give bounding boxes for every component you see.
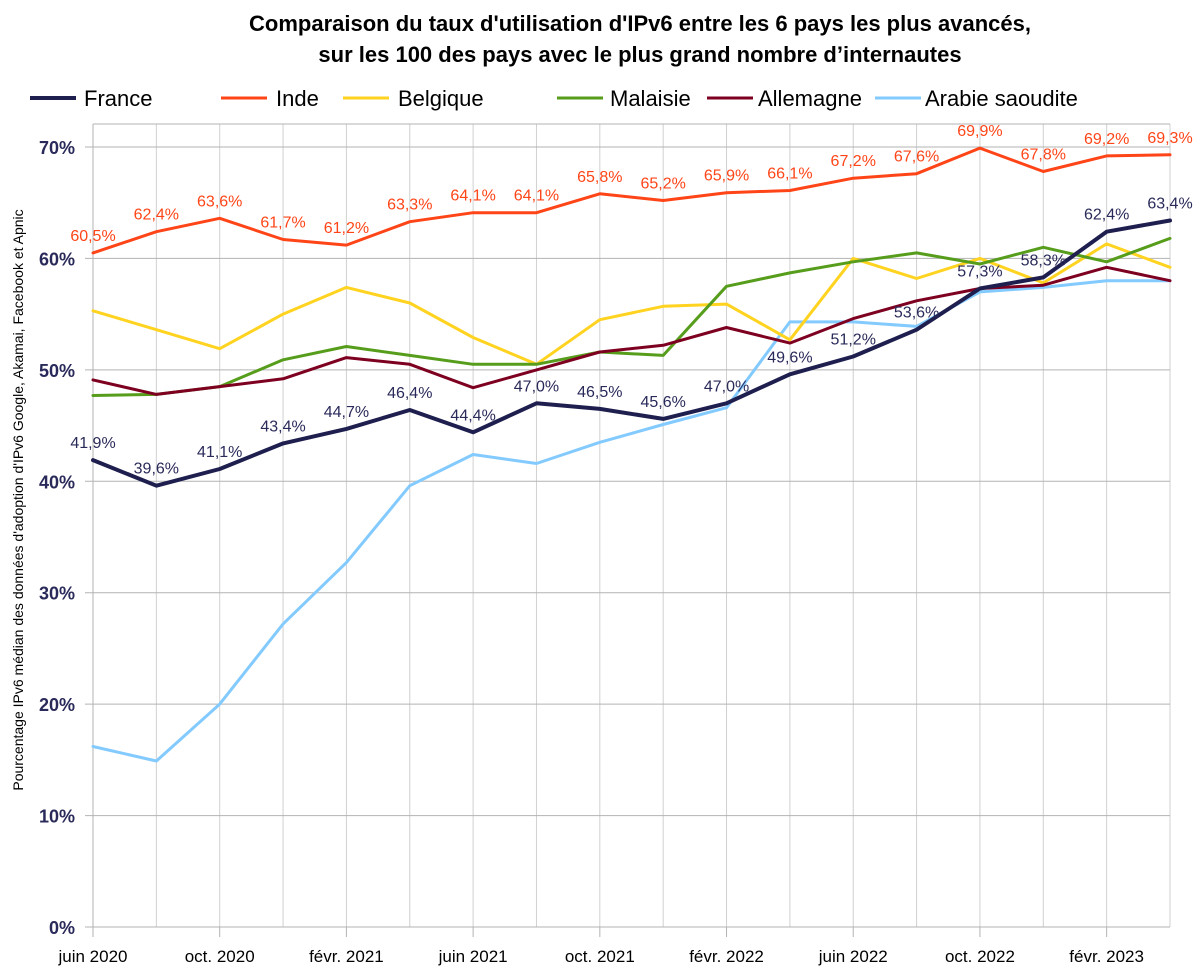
legend-label: Arabie saoudite xyxy=(925,86,1078,111)
data-label-inde: 63,3% xyxy=(387,197,432,214)
data-label-france: 62,4% xyxy=(1084,207,1129,224)
data-label-france: 44,7% xyxy=(324,404,369,421)
data-label-inde: 69,9% xyxy=(957,123,1002,140)
series-line-belgique xyxy=(91,242,1172,366)
series-line-arabie-saoudite xyxy=(91,279,1172,763)
data-label-inde: 62,4% xyxy=(134,207,179,224)
data-label-france: 43,4% xyxy=(260,418,305,435)
y-tick-label: 10% xyxy=(39,807,75,827)
data-label-france: 51,2% xyxy=(831,331,876,348)
data-label-inde: 61,7% xyxy=(260,214,305,231)
legend: France Inde Belgique Malaisie Allemagne Arabi… xyxy=(30,86,1078,111)
chart-title: Comparaison du taux d'utilisation d'IPv6… xyxy=(249,11,1031,67)
x-tick-label: oct. 2021 xyxy=(565,947,635,966)
legend-label: Inde xyxy=(276,86,319,111)
data-label-inde: 65,9% xyxy=(704,168,749,185)
y-axis-title: Pourcentage IPv6 médian des données d'ad… xyxy=(10,209,26,790)
legend-item-allemagne: Allemagne xyxy=(707,86,862,111)
x-tick-label: juin 2021 xyxy=(438,947,508,966)
x-tick-label: févr. 2022 xyxy=(689,947,764,966)
data-label-france: 53,6% xyxy=(894,305,939,322)
x-axis-ticks: juin 2020 oct. 2020 févr. 2021 juin 2021 oct… xyxy=(57,927,1144,966)
y-tick-label: 20% xyxy=(39,695,75,715)
y-tick-label: 0% xyxy=(49,918,75,938)
data-label-inde: 67,2% xyxy=(831,153,876,170)
series-line-malaisie xyxy=(91,236,1172,397)
chart-title-line-2: sur les 100 des pays avec le plus grand … xyxy=(318,42,961,67)
data-label-inde: 69,3% xyxy=(1147,130,1192,147)
data-label-france: 39,6% xyxy=(134,461,179,478)
y-tick-label: 60% xyxy=(39,249,75,269)
data-label-france: 44,4% xyxy=(450,407,495,424)
legend-label: Belgique xyxy=(398,86,484,111)
gridlines xyxy=(85,123,1171,928)
y-tick-label: 30% xyxy=(39,584,75,604)
data-label-inde: 67,6% xyxy=(894,149,939,166)
data-label-inde: 61,2% xyxy=(324,220,369,237)
data-label-france: 41,1% xyxy=(197,444,242,461)
data-label-france: 57,3% xyxy=(957,264,1002,281)
data-label-inde: 66,1% xyxy=(767,165,812,182)
x-tick-label: juin 2020 xyxy=(57,947,127,966)
data-label-inde: 63,6% xyxy=(197,193,242,210)
x-tick-label: oct. 2020 xyxy=(185,947,255,966)
data-label-france: 47,0% xyxy=(704,378,749,395)
x-tick-label: oct. 2022 xyxy=(945,947,1015,966)
data-label-inde: 60,5% xyxy=(70,228,115,245)
data-label-inde: 65,2% xyxy=(640,175,685,192)
data-label-france: 49,6% xyxy=(767,349,812,366)
data-label-inde: 67,8% xyxy=(1021,147,1066,164)
data-labels: 41,9% 39,6% 41,1% 43,4% 44,7% 46,4% 44,4% 47,0%… xyxy=(70,123,1192,478)
data-label-france: 46,4% xyxy=(387,385,432,402)
x-tick-label: juin 2022 xyxy=(818,947,888,966)
y-tick-label: 70% xyxy=(39,138,75,158)
legend-label: Allemagne xyxy=(758,86,862,111)
legend-label: France xyxy=(84,86,152,111)
series-line-inde xyxy=(91,146,1172,255)
axes xyxy=(92,124,1170,928)
x-tick-label: févr. 2021 xyxy=(309,947,384,966)
data-label-inde: 65,8% xyxy=(577,169,622,186)
legend-item-arabie-saoudite: Arabie saoudite xyxy=(875,86,1078,111)
data-label-inde: 69,2% xyxy=(1084,131,1129,148)
legend-label: Malaisie xyxy=(610,86,691,111)
data-label-france: 58,3% xyxy=(1021,252,1066,269)
y-axis-ticks: 0% 10% 20% 30% 40% 50% 60% 70% xyxy=(39,138,75,938)
series-line-france xyxy=(91,218,1172,488)
legend-item-malaisie: Malaisie xyxy=(557,86,691,111)
y-tick-label: 40% xyxy=(39,472,75,492)
data-label-france: 47,0% xyxy=(514,378,559,395)
data-label-france: 41,9% xyxy=(70,435,115,452)
legend-item-inde: Inde xyxy=(221,86,319,111)
data-label-inde: 64,1% xyxy=(514,188,559,205)
legend-item-belgique: Belgique xyxy=(343,86,484,111)
data-label-inde: 64,1% xyxy=(450,188,495,205)
chart-title-line-1: Comparaison du taux d'utilisation d'IPv6… xyxy=(249,11,1031,36)
x-tick-label: févr. 2023 xyxy=(1069,947,1144,966)
data-label-france: 45,6% xyxy=(640,394,685,411)
series-lines xyxy=(91,146,1172,763)
legend-item-france: France xyxy=(30,86,152,111)
y-tick-label: 50% xyxy=(39,361,75,381)
data-label-france: 63,4% xyxy=(1147,196,1192,213)
data-label-france: 46,5% xyxy=(577,384,622,401)
